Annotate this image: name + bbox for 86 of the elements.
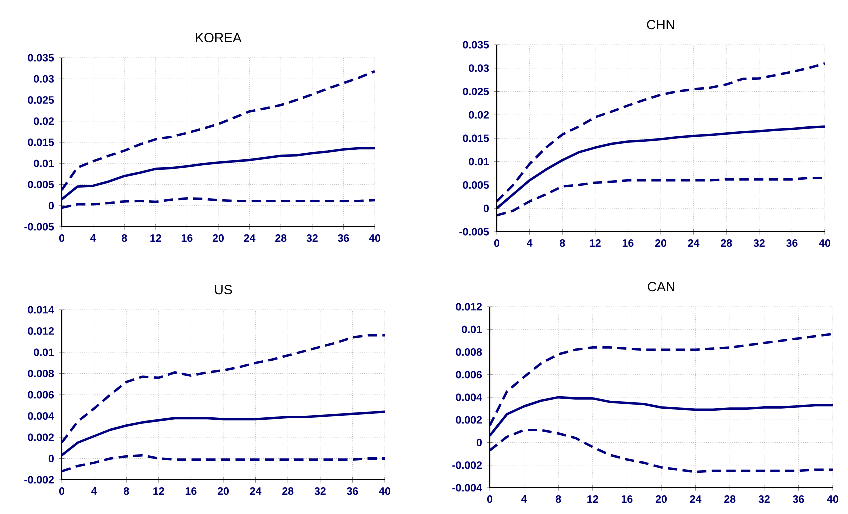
chart-title: KOREA [196, 33, 242, 43]
x-tick-label: 12 [154, 488, 164, 496]
y-tick-label: 0.02 [34, 118, 54, 126]
x-tick-label: 32 [306, 234, 318, 242]
x-tick-label: 28 [276, 234, 287, 242]
x-tick-label: 16 [186, 488, 197, 496]
x-tick-label: 4 [92, 488, 98, 495]
x-tick-label: 12 [588, 496, 598, 504]
x-tick-label: 24 [250, 488, 262, 496]
x-tick-label: 32 [314, 488, 326, 496]
y-tick-label: 0.002 [456, 416, 482, 424]
x-tick-label: 40 [369, 234, 380, 242]
x-tick-label: 28 [721, 240, 732, 248]
chart-title: US [215, 285, 232, 295]
y-tick-label: 0.005 [463, 181, 490, 190]
y-tick-label: 0 [476, 438, 482, 447]
y-tick-label: 0 [48, 202, 54, 210]
x-tick-label: 8 [122, 234, 128, 242]
x-tick-label: 8 [560, 240, 566, 248]
y-tick-label: 0.01 [469, 158, 490, 166]
x-tick-label: 16 [622, 240, 634, 248]
y-tick-label: 0 [48, 454, 54, 463]
y-tick-label: 0.005 [28, 180, 54, 189]
x-tick-label: 16 [182, 234, 193, 242]
x-tick-label: 20 [218, 488, 229, 496]
line-series [62, 147, 376, 201]
x-tick-label: 0 [59, 234, 65, 242]
x-tick-label: 24 [244, 234, 256, 242]
y-tick-label: 0.004 [456, 394, 482, 402]
x-tick-label: 24 [690, 496, 702, 504]
y-tick-label: 0.006 [456, 371, 482, 379]
y-tick-label: 0.008 [28, 370, 54, 378]
x-tick-label: 4 [527, 240, 533, 247]
x-tick-label: 32 [758, 496, 770, 504]
y-tick-label: 0.012 [28, 327, 54, 336]
y-tick-label: 0.035 [463, 41, 490, 49]
x-tick-label: 36 [786, 240, 798, 248]
y-tick-label: 0.01 [34, 160, 54, 168]
x-tick-label: 0 [494, 240, 500, 248]
y-tick-label: 0.012 [456, 303, 482, 311]
x-tick-label: 28 [724, 496, 736, 504]
y-tick-label: 0.002 [28, 434, 54, 442]
x-tick-label: 40 [827, 496, 839, 504]
x-tick-label: 24 [688, 240, 700, 247]
x-tick-label: 16 [622, 496, 633, 504]
x-tick-label: 8 [556, 496, 562, 504]
chart-title: CAN [648, 282, 675, 292]
y-tick-label: 0.01 [34, 348, 54, 356]
y-tick-label: 0.03 [34, 75, 54, 83]
line-series [62, 70, 376, 192]
x-tick-label: 20 [655, 240, 667, 248]
y-tick-label: -0.004 [452, 484, 482, 492]
y-tick-label: -0.005 [24, 223, 54, 231]
x-tick-label: 12 [150, 234, 162, 242]
y-tick-label: -0.002 [24, 476, 54, 484]
x-tick-label: 36 [793, 496, 804, 504]
x-tick-label: 12 [590, 240, 601, 247]
x-tick-label: 20 [212, 234, 224, 242]
x-tick-label: 36 [347, 488, 358, 496]
x-tick-label: 40 [819, 240, 831, 248]
x-tick-label: 20 [656, 496, 668, 504]
x-tick-label: 36 [338, 234, 350, 242]
x-tick-label: 32 [754, 240, 765, 248]
y-tick-label: 0.03 [469, 64, 490, 72]
y-tick-label: 0.015 [463, 134, 490, 142]
y-tick-label: 0.015 [28, 138, 54, 146]
line-series [490, 396, 834, 438]
x-tick-label: 4 [522, 496, 528, 503]
x-tick-label: 40 [379, 488, 391, 496]
y-tick-label: 0.004 [28, 412, 54, 420]
y-tick-label: 0.02 [469, 111, 490, 119]
y-tick-label: 0.035 [28, 54, 54, 62]
x-tick-label: 0 [59, 488, 65, 496]
chart-title: CHN [647, 20, 674, 30]
y-tick-label: 0.025 [28, 96, 54, 104]
x-tick-label: 4 [90, 234, 96, 242]
y-tick-label: 0.006 [28, 391, 54, 399]
x-tick-label: 28 [282, 488, 294, 496]
y-tick-label: 0.008 [456, 348, 482, 356]
y-tick-label: -0.002 [452, 462, 482, 470]
y-tick-label: 0.014 [28, 306, 54, 314]
y-tick-label: 0.025 [463, 88, 490, 96]
x-tick-label: 8 [124, 488, 130, 496]
y-tick-label: 0 [484, 204, 490, 212]
y-tick-label: -0.005 [460, 228, 490, 236]
y-tick-label: 0.01 [462, 326, 482, 334]
